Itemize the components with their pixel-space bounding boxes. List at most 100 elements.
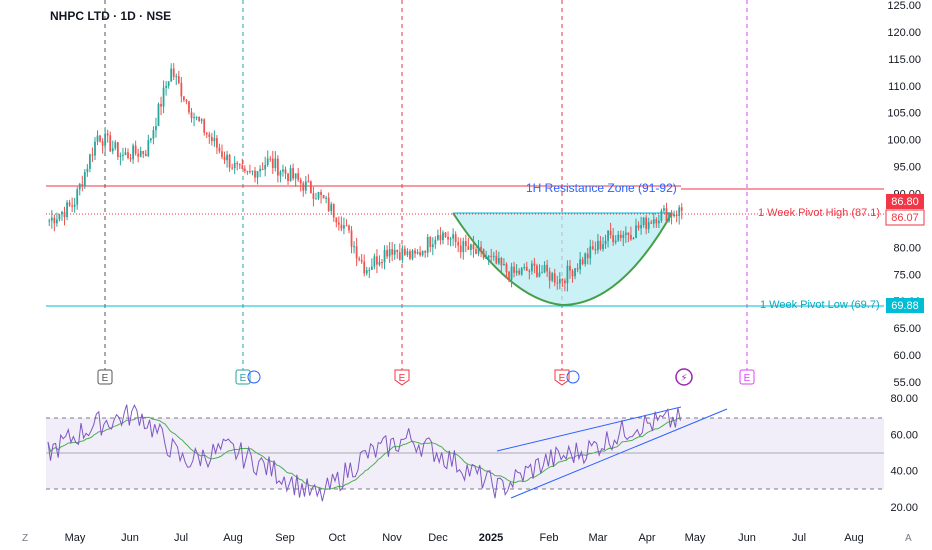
candle-body: [581, 259, 584, 265]
price-tick-label: 125.00: [887, 0, 921, 12]
candle-body: [241, 165, 244, 169]
candle-body: [83, 171, 86, 187]
candle-body: [657, 220, 660, 224]
candle-body: [350, 230, 353, 247]
candle-body: [655, 219, 658, 224]
candle-body: [630, 234, 632, 240]
candle-body: [627, 232, 630, 235]
svg-text:⚡: ⚡: [680, 373, 687, 384]
auto-scale-button[interactable]: A: [905, 533, 912, 544]
candle-body: [612, 235, 615, 243]
svg-text:E: E: [102, 373, 109, 384]
pivot-low-label: 1 Week Pivot Low (69.7): [760, 299, 880, 311]
rsi-tick-label: 80.00: [890, 393, 918, 405]
candle-body: [91, 154, 94, 156]
dividend-icon[interactable]: ⚡: [675, 368, 693, 386]
candle-body: [409, 251, 411, 259]
event-badge-1[interactable]: E: [97, 369, 113, 385]
candle-body: [477, 246, 480, 254]
price-tick-label: 100.00: [887, 135, 921, 147]
candle-body: [416, 252, 419, 254]
price-tick-label: 120.00: [887, 27, 921, 39]
candle-body: [670, 212, 673, 217]
event-badge-5[interactable]: E: [739, 369, 755, 385]
candle-body: [147, 140, 150, 157]
candle-body: [485, 257, 488, 259]
candle-body: [304, 181, 307, 191]
candle-body: [589, 246, 592, 259]
price-tag-pivot-high: [885, 209, 925, 226]
candle-body: [114, 142, 117, 149]
candle-body: [398, 252, 401, 260]
rsi-wedge-upper: [496, 406, 682, 452]
time-tick-label: Dec: [428, 532, 448, 544]
price-tick-label: 60.00: [893, 350, 921, 362]
candle-body: [637, 225, 640, 229]
candle-body: [551, 273, 554, 281]
candle-body: [289, 168, 292, 181]
candle-body: [373, 256, 376, 267]
candle-body: [594, 249, 597, 251]
event-badge-2[interactable]: E: [235, 369, 261, 385]
candle-body: [104, 133, 107, 146]
event-badge-3[interactable]: E: [394, 369, 410, 386]
candle-body: [652, 219, 655, 224]
candle-body: [109, 135, 112, 152]
candle-body: [500, 257, 503, 266]
candle-body: [53, 217, 56, 224]
candle-body: [376, 256, 378, 265]
candle-body: [320, 191, 322, 195]
time-tick-label: Jun: [121, 532, 139, 544]
candle-body: [602, 244, 604, 250]
candle-body: [71, 205, 74, 207]
time-tick-label: Apr: [638, 532, 655, 544]
candle-body: [348, 225, 350, 231]
time-tick-label: 2025: [479, 532, 503, 544]
candle-body: [553, 273, 556, 283]
candle-body: [307, 181, 310, 183]
event-badge-4[interactable]: E: [554, 369, 580, 386]
candle-body: [368, 269, 371, 271]
pivot-high-label: 1 Week Pivot High (87.1): [758, 207, 880, 219]
candle-body: [622, 234, 625, 238]
candle-body: [480, 246, 482, 250]
candle-body: [431, 244, 434, 248]
candle-body: [642, 217, 645, 226]
candle-body: [414, 250, 416, 254]
candle-body: [360, 259, 363, 262]
candle-body: [403, 248, 406, 255]
candle-body: [152, 130, 155, 139]
candle-body: [276, 158, 279, 176]
candle-body: [56, 219, 58, 224]
candle-body: [271, 158, 274, 169]
candle-body: [170, 68, 173, 82]
candle-body: [663, 208, 665, 211]
candle-body: [68, 202, 71, 206]
candle-body: [543, 264, 546, 273]
candle-body: [378, 261, 381, 265]
rsi-tick-label: 60.00: [890, 429, 918, 441]
timezone-button[interactable]: Z: [22, 533, 28, 544]
candle-body: [226, 154, 228, 161]
candle-body: [124, 152, 127, 155]
candle-body: [162, 87, 165, 107]
candle-body: [299, 179, 302, 184]
candle-body: [213, 138, 216, 142]
candle-body: [419, 252, 421, 256]
rsi-line: [47, 404, 681, 502]
candle-body: [251, 170, 254, 172]
candle-body: [533, 263, 536, 266]
candle-body: [442, 232, 444, 241]
candle-body: [274, 158, 277, 169]
candle-body: [660, 210, 663, 221]
candle-body: [421, 250, 424, 256]
candle-body: [111, 148, 114, 152]
candle-body: [246, 170, 249, 172]
candle-body: [61, 211, 63, 215]
candle-body: [393, 249, 396, 255]
candle-body: [259, 168, 261, 172]
candle-body: [208, 134, 211, 137]
candle-body: [287, 173, 289, 181]
rsi-ma-line: [47, 416, 681, 490]
